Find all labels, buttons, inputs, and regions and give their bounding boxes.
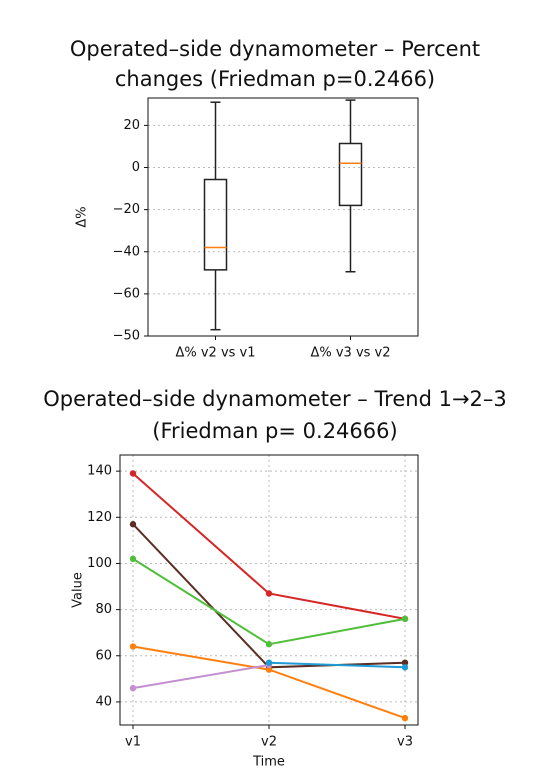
point — [265, 659, 273, 666]
chart-title: Operated–side dynamometer – Percent — [70, 37, 480, 61]
point — [265, 590, 273, 597]
point — [401, 714, 409, 722]
y-tick-label: 80 — [95, 602, 112, 617]
point — [129, 684, 137, 692]
x-tick-label: v3 — [397, 735, 413, 750]
y-tick-label: 20 — [123, 118, 140, 133]
chart-title: Operated–side dynamometer – Trend 1→2–3 — [43, 387, 507, 411]
box — [203, 178, 228, 271]
x-axis-label: Time — [252, 755, 285, 770]
series-line — [132, 664, 270, 690]
y-tick-label: −60 — [113, 286, 140, 301]
y-tick-label: 100 — [87, 556, 112, 571]
y-tick-label: −50 — [113, 329, 140, 344]
point — [401, 659, 409, 666]
point — [129, 643, 137, 650]
point — [265, 666, 273, 673]
box — [338, 142, 363, 207]
series-line — [132, 645, 406, 720]
y-tick-label: −40 — [113, 244, 140, 259]
point — [401, 615, 409, 623]
chart-title: changes (Friedman p=0.2466) — [115, 67, 435, 91]
y-axis-label: Value — [71, 572, 86, 608]
point — [401, 664, 409, 671]
y-axis-label: Δ% — [75, 206, 90, 227]
point — [129, 521, 137, 528]
x-tick-label: v1 — [125, 735, 141, 750]
point — [129, 470, 137, 477]
x-tick-label: Δ% v2 vs v1 — [175, 346, 255, 361]
x-tick-label: Δ% v3 vs v2 — [310, 346, 390, 361]
point — [129, 555, 137, 563]
y-tick-label: 120 — [87, 510, 112, 525]
y-tick-label: 60 — [95, 648, 112, 663]
y-tick-label: −20 — [113, 202, 140, 217]
chart-title: (Friedman p= 0.24666) — [152, 419, 397, 443]
y-tick-label: 140 — [87, 464, 112, 479]
plot-frame — [119, 454, 419, 726]
point — [265, 641, 273, 648]
x-tick-label: v2 — [261, 735, 277, 750]
y-tick-label: 0 — [132, 160, 140, 175]
y-tick-label: 40 — [95, 694, 112, 709]
series-line — [268, 661, 406, 669]
plot-frame — [147, 97, 419, 337]
